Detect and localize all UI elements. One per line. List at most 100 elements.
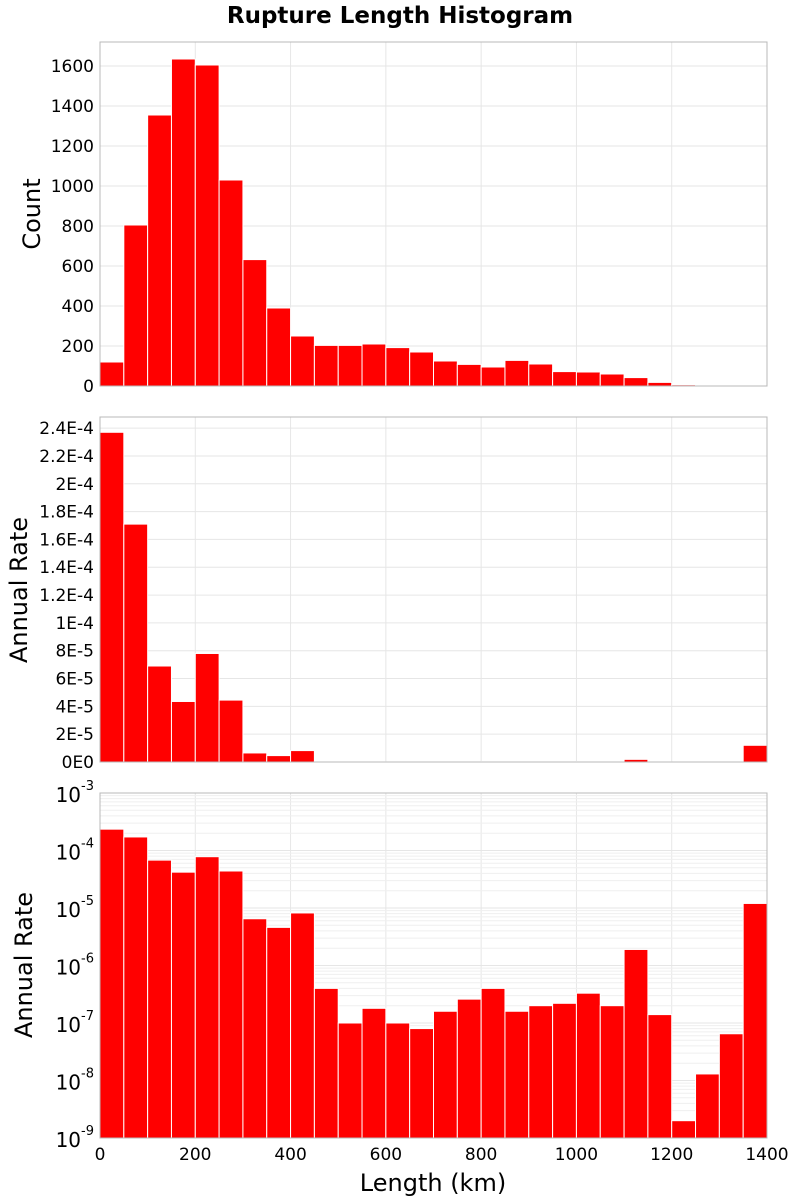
y-tick-label: 4E-5 [55, 697, 94, 717]
histogram-bar [148, 860, 172, 1138]
histogram-bar [576, 372, 600, 386]
histogram-bar [648, 1015, 672, 1138]
y-tick-label: 10-4 [56, 837, 94, 865]
histogram-bar [195, 857, 219, 1138]
histogram-bar [529, 364, 553, 386]
panel-rate-log-yticks: 10-9 10-8 10-7 10-6 10-5 10-4 10-3 [56, 779, 94, 1152]
histogram-bar [386, 1023, 410, 1138]
panel-rate-log-ylabel: Annual Rate [10, 892, 38, 1038]
y-tick-label: 1600 [51, 57, 94, 77]
y-tick-label: 0 [83, 377, 94, 397]
histogram-bar [505, 360, 529, 386]
histogram-bar [291, 913, 315, 1138]
y-tick-label: 10-5 [56, 894, 94, 922]
histogram-bar [743, 745, 767, 762]
histogram-bar [100, 432, 124, 762]
histogram-bar [148, 115, 172, 386]
histogram-bar [171, 59, 195, 386]
histogram-bar [100, 362, 124, 386]
histogram-bar [410, 352, 434, 386]
histogram-bar [124, 837, 148, 1138]
panel-rate-log: 10-9 10-8 10-7 10-6 10-5 10-4 10-3 Annual Rate [10, 779, 767, 1152]
y-tick-label: 400 [62, 297, 94, 317]
panel-rate-linear-yticks: 0E0 2E-5 4E-5 6E-5 8E-5 1E-4 1.2E-4 1.4E-4 1.6E-… [39, 419, 94, 773]
y-tick-label: 10-3 [56, 779, 94, 807]
x-tick-label: 0 [95, 1145, 106, 1165]
y-tick-label: 1.6E-4 [39, 530, 94, 550]
y-tick-label: 0E0 [62, 753, 94, 773]
histogram-bar [267, 756, 291, 762]
y-tick-label: 2.2E-4 [39, 447, 94, 467]
x-axis-label: Length (km) [360, 1169, 506, 1197]
x-tick-label: 200 [179, 1145, 211, 1165]
histogram-bar [219, 871, 243, 1138]
histogram-bar [576, 993, 600, 1138]
y-tick-label: 200 [62, 337, 94, 357]
histogram-bar [314, 988, 338, 1138]
histogram-bar [481, 988, 505, 1138]
y-tick-label: 2E-4 [55, 475, 94, 495]
histogram-bar [219, 700, 243, 762]
histogram-bar [171, 701, 195, 762]
histogram-bar [719, 1034, 743, 1138]
y-tick-label: 1.8E-4 [39, 503, 94, 523]
y-tick-label: 10-9 [56, 1124, 94, 1152]
panel-count-bars [100, 59, 767, 386]
histogram-bar [529, 1006, 553, 1138]
histogram-bar [457, 999, 481, 1138]
histogram-bar [338, 1023, 362, 1138]
histogram-bar [505, 1011, 529, 1138]
panel-count-ylabel: Count [18, 178, 46, 249]
histogram-bar [362, 1008, 386, 1138]
histogram-bar [267, 308, 291, 386]
histogram-bar [672, 1121, 696, 1138]
histogram-bar [743, 903, 767, 1138]
histogram-bar [219, 180, 243, 386]
histogram-bar [243, 260, 267, 386]
histogram-bar [434, 361, 458, 386]
y-tick-label: 1400 [51, 97, 94, 117]
x-tick-label: 1000 [555, 1145, 598, 1165]
histogram-bar [195, 65, 219, 386]
histogram-bar [410, 1029, 434, 1138]
y-tick-label: 10-8 [56, 1067, 94, 1095]
x-tick-label: 1200 [650, 1145, 693, 1165]
histogram-bar [696, 1074, 720, 1138]
y-tick-label: 1.2E-4 [39, 586, 94, 606]
histogram-bar [291, 751, 315, 762]
histogram-bar [481, 367, 505, 386]
y-tick-label: 8E-5 [55, 642, 94, 662]
histogram-bar [100, 829, 124, 1138]
y-tick-label: 2E-5 [55, 725, 94, 745]
y-tick-label: 1E-4 [55, 614, 94, 634]
y-tick-label: 1.4E-4 [39, 558, 94, 578]
histogram-bar [171, 872, 195, 1138]
histogram-bar [314, 345, 338, 386]
histogram-bar [434, 1011, 458, 1138]
x-tick-label: 1400 [745, 1145, 788, 1165]
panel-rate-linear-ylabel: Annual Rate [5, 517, 33, 663]
y-tick-label: 6E-5 [55, 670, 94, 690]
histogram-bar [457, 364, 481, 386]
y-tick-label: 1000 [51, 177, 94, 197]
y-tick-label: 600 [62, 257, 94, 277]
y-tick-label: 10-6 [56, 952, 94, 980]
histogram-bar [600, 1006, 624, 1138]
histogram-bar [148, 666, 172, 762]
chart-title: Rupture Length Histogram [227, 3, 573, 29]
histogram-bar [624, 378, 648, 386]
x-tick-label: 400 [274, 1145, 306, 1165]
y-tick-label: 1200 [51, 137, 94, 157]
histogram-bar [386, 348, 410, 386]
histogram-bar [195, 653, 219, 762]
histogram-bar [124, 225, 148, 386]
y-tick-label: 2.4E-4 [39, 419, 94, 439]
y-tick-label: 10-7 [56, 1009, 94, 1037]
x-tick-label: 600 [370, 1145, 402, 1165]
panel-rate-log-bars [100, 829, 767, 1138]
histogram-bar [600, 374, 624, 386]
